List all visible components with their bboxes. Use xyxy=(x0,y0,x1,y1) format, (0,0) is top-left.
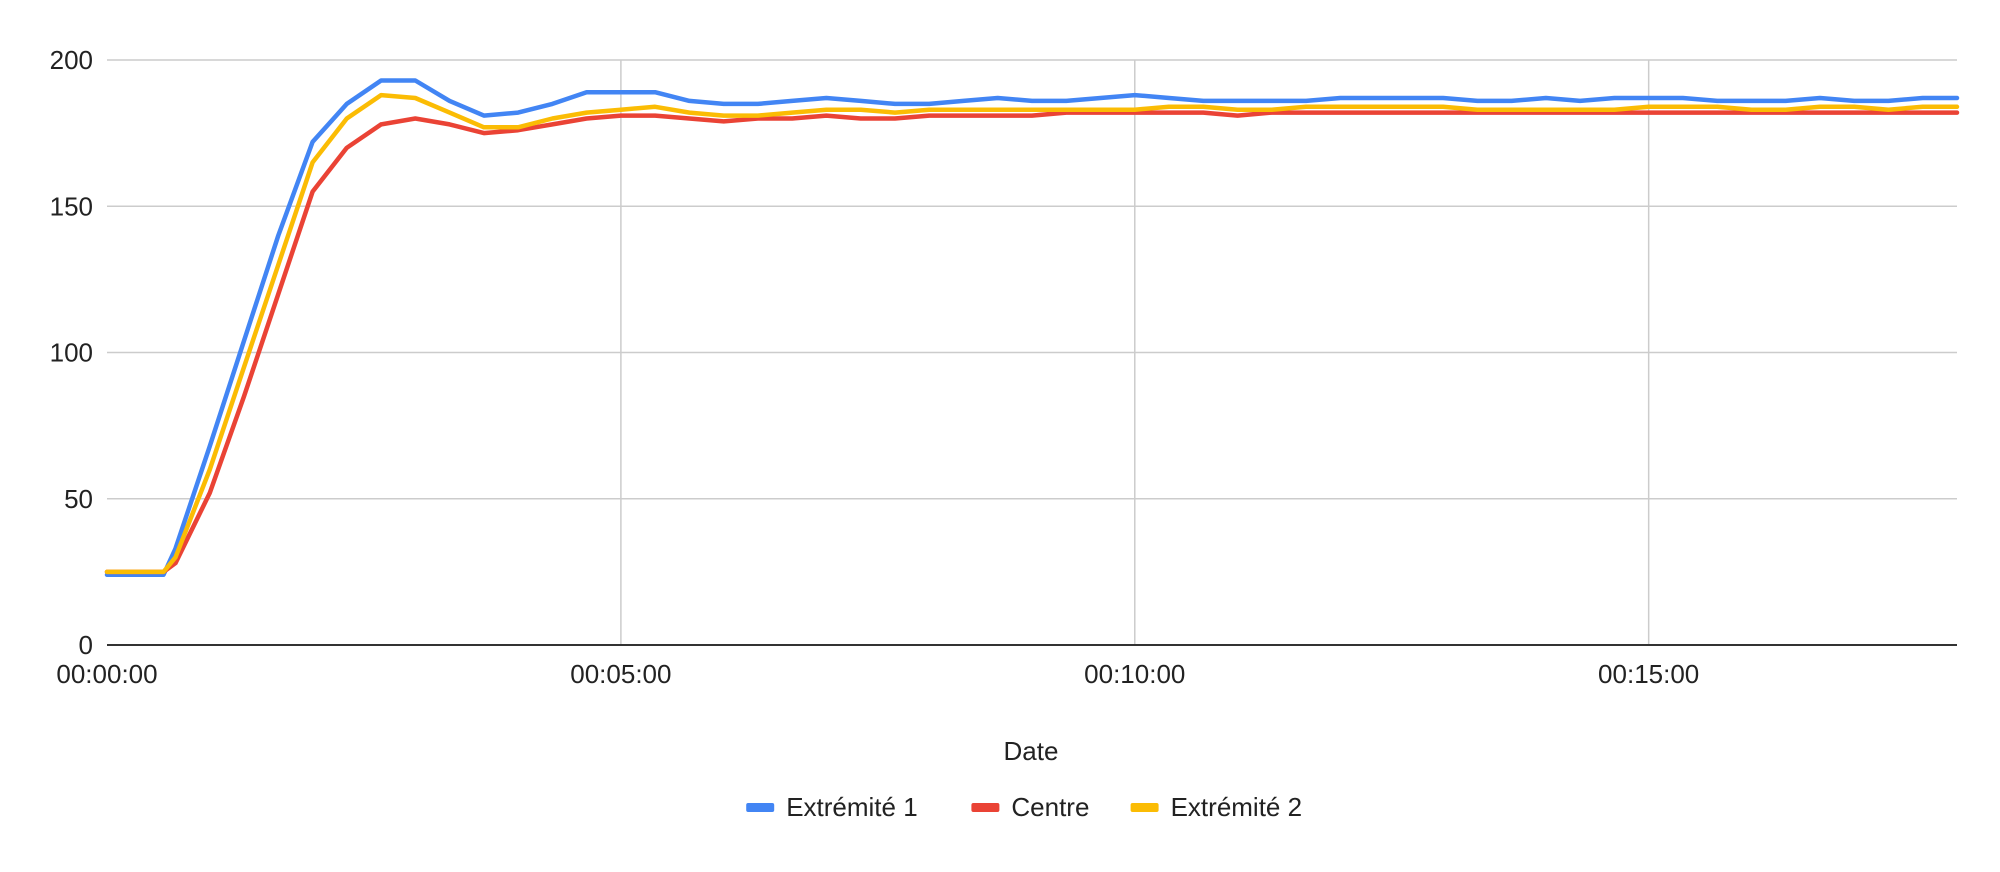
series-line-1 xyxy=(104,78,1960,578)
y-tick-label: 0 xyxy=(79,630,93,660)
x-tick-label: 00:00:00 xyxy=(56,659,157,689)
x-axis-ticks: 00:00:00 00:05:00 00:10:00 00:15:00 xyxy=(56,659,1699,689)
x-tick-label: 00:10:00 xyxy=(1084,659,1185,689)
y-tick-label: 150 xyxy=(50,191,93,221)
y-axis-ticks: 0 50 100 150 200 xyxy=(50,45,93,660)
legend-swatch xyxy=(746,803,775,812)
y-tick-label: 50 xyxy=(64,484,93,514)
series-line-3 xyxy=(104,92,1960,575)
legend-swatch xyxy=(1130,803,1159,812)
legend-swatch xyxy=(971,803,1000,812)
legend: Extrémité 1 Centre Extrémité 2 xyxy=(746,792,1302,822)
legend-label: Extrémité 2 xyxy=(1171,792,1303,822)
legend-label: Extrémité 1 xyxy=(786,792,918,822)
y-tick-label: 200 xyxy=(50,45,93,75)
y-tick-label: 100 xyxy=(50,338,93,368)
series-lines xyxy=(104,78,1960,578)
x-axis-title: Date xyxy=(1004,736,1059,766)
series-line-2 xyxy=(104,110,1960,575)
x-tick-label: 00:05:00 xyxy=(570,659,671,689)
x-tick-label: 00:15:00 xyxy=(1598,659,1699,689)
legend-label: Centre xyxy=(1011,792,1089,822)
grid-lines xyxy=(107,59,1957,645)
